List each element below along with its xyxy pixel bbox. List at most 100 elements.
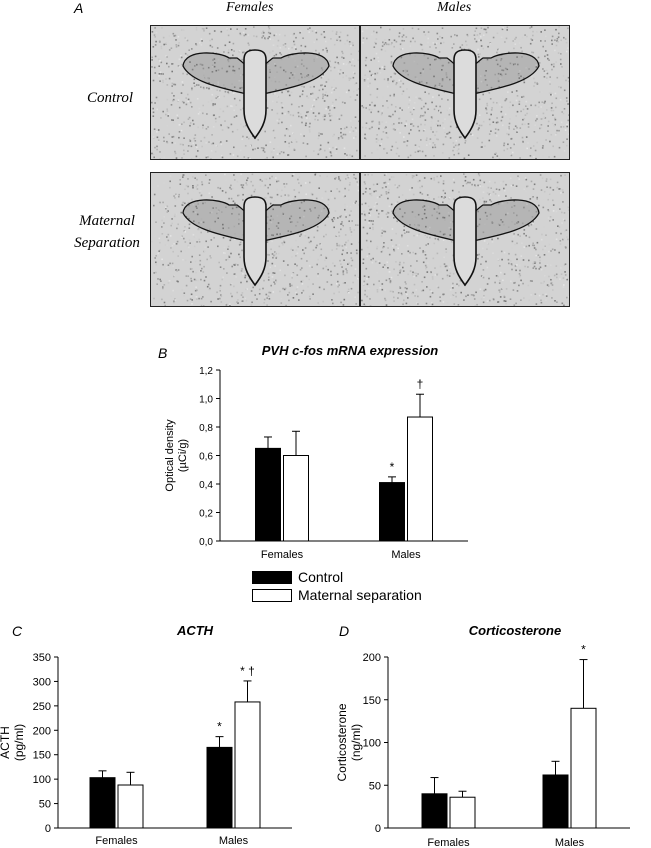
grain-speck [435, 42, 438, 44]
grain-speck [414, 76, 417, 78]
grain-speck [267, 186, 269, 189]
grain-speck [302, 249, 304, 251]
grain-speck [318, 214, 320, 217]
grain-speck [283, 183, 285, 185]
grain-speck [222, 223, 224, 226]
grain-speck [552, 145, 554, 148]
grain-speck [345, 178, 347, 180]
grain-speck [442, 216, 444, 219]
grain-speck [361, 30, 364, 33]
grain-speck [554, 92, 557, 95]
grain-speck [202, 271, 205, 273]
grain-speck [175, 71, 177, 74]
grain-speck [547, 125, 549, 127]
grain-speck [268, 254, 270, 256]
grain-speck [533, 225, 535, 227]
grain-speck [162, 81, 164, 84]
grain-speck [354, 27, 356, 29]
grain-speck [189, 101, 192, 104]
grain-speck [184, 55, 187, 58]
grain-speck [545, 139, 547, 141]
grain-speck [461, 44, 464, 46]
grain-speck [440, 111, 442, 114]
grain-speck [509, 153, 512, 156]
grain-speck [219, 89, 221, 92]
grain-speck [404, 69, 407, 72]
grain-speck [392, 176, 395, 178]
grain-speck [257, 147, 259, 149]
grain-speck [269, 291, 272, 294]
grain-speck [167, 233, 170, 236]
grain-speck [383, 43, 386, 46]
grain-speck [191, 255, 193, 258]
grain-speck [455, 126, 458, 129]
grain-speck [302, 289, 305, 292]
grain-speck [357, 291, 359, 294]
grain-speck [564, 286, 566, 289]
grain-speck [515, 302, 517, 305]
grain-speck [523, 117, 526, 120]
grain-speck [209, 255, 211, 257]
grain-speck [269, 177, 271, 180]
grain-speck [346, 271, 348, 274]
grain-speck [364, 293, 366, 296]
grain-speck [205, 240, 207, 243]
grain-speck [266, 235, 268, 237]
grain-speck [278, 118, 281, 121]
grain-speck [227, 248, 229, 250]
grain-speck [187, 192, 189, 195]
grain-speck [242, 220, 244, 222]
grain-speck [371, 33, 373, 36]
grain-speck [336, 302, 338, 304]
grain-speck [415, 227, 418, 230]
grain-speck [217, 210, 220, 212]
grain-speck [180, 56, 183, 59]
grain-speck [269, 202, 272, 205]
grain-speck [245, 299, 248, 302]
grain-speck [331, 30, 334, 33]
grain-speck [497, 72, 500, 75]
grain-speck [285, 304, 287, 306]
grain-speck [561, 222, 563, 224]
grain-speck [399, 286, 401, 288]
grain-speck [429, 142, 431, 145]
grain-speck [205, 27, 208, 29]
grain-speck [430, 120, 433, 123]
grain-speck [166, 84, 169, 86]
grain-speck [370, 59, 372, 61]
grain-speck [422, 250, 424, 252]
grain-speck [295, 288, 298, 291]
grain-speck [437, 120, 440, 122]
grain-speck [552, 219, 554, 221]
grain-speck [497, 79, 500, 82]
grain-speck [171, 222, 173, 225]
grain-speck [271, 109, 273, 111]
grain-speck [547, 217, 550, 219]
grain-speck [559, 278, 561, 280]
grain-speck [462, 185, 464, 187]
grain-speck [284, 70, 287, 73]
grain-speck [221, 278, 223, 281]
grain-speck [432, 142, 435, 144]
grain-speck [432, 96, 434, 98]
grain-speck [478, 174, 481, 177]
grain-speck [230, 283, 233, 285]
grain-speck [166, 211, 169, 213]
legend-swatch-maternal-separation [252, 588, 292, 602]
grain-speck [543, 190, 546, 193]
grain-speck [316, 229, 319, 232]
grain-speck [195, 205, 197, 208]
chart-b-title: PVH c-fos mRNA expression [261, 343, 439, 358]
grain-speck [433, 108, 436, 111]
grain-speck [507, 258, 510, 261]
grain-speck [263, 273, 265, 275]
grain-speck [270, 284, 272, 287]
grain-speck [193, 245, 196, 248]
grain-speck [319, 255, 321, 257]
grain-speck [543, 198, 545, 200]
grain-speck [515, 269, 517, 272]
grain-speck [394, 73, 397, 75]
grain-speck [271, 234, 273, 236]
grain-speck [269, 32, 272, 35]
grain-speck [341, 137, 344, 139]
